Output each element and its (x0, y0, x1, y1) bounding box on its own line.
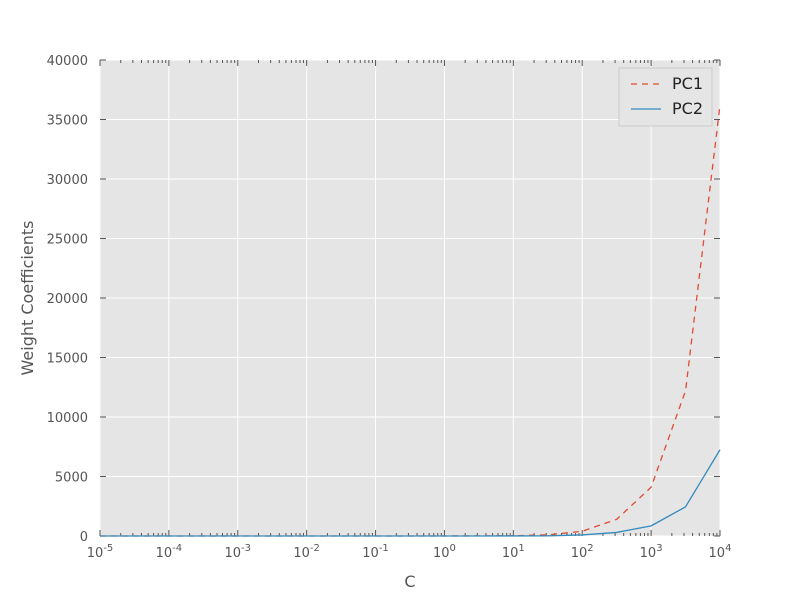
x-tick-label: 10-3 (225, 543, 252, 561)
series-line-pc2 (100, 449, 721, 537)
y-tick-labels: 0 5000 10000 15000 20000 25000 30000 35000 40000 (47, 54, 88, 545)
y-tick-label: 25000 (47, 233, 88, 248)
legend-label-pc2: PC2 (672, 99, 703, 118)
series-lines (100, 105, 721, 537)
legend-box (618, 67, 713, 127)
y-tick-label: 5000 (55, 471, 88, 486)
y-tick-label: 40000 (47, 54, 88, 69)
y-tick-label: 35000 (47, 114, 88, 129)
axis-ticks (99, 59, 721, 537)
x-tick-label: 10-5 (87, 543, 114, 561)
x-tick-label: 10-4 (156, 543, 183, 561)
x-axis-label: C (404, 572, 415, 591)
x-tick-label: 102 (571, 543, 594, 561)
x-tick-labels: 10-5 10-4 10-3 10-2 10-1 100 101 102 103 104 (87, 543, 732, 561)
y-tick-label: 15000 (47, 352, 88, 367)
legend-label-pc1: PC1 (672, 74, 703, 93)
y-tick-label: 10000 (47, 411, 88, 426)
x-tick-label: 104 (709, 543, 732, 561)
x-tick-label: 10-2 (293, 543, 320, 561)
y-tick-label: 30000 (47, 173, 88, 188)
legend: PC1 PC2 (618, 67, 713, 127)
x-tick-label: 101 (502, 543, 525, 561)
y-tick-label: 20000 (47, 292, 88, 307)
x-tick-label: 10-1 (362, 543, 389, 561)
y-tick-label: 0 (80, 530, 88, 545)
y-axis-label: Weight Coefficients (18, 221, 37, 376)
x-tick-label: 103 (640, 543, 663, 561)
x-tick-label: 100 (433, 543, 456, 561)
